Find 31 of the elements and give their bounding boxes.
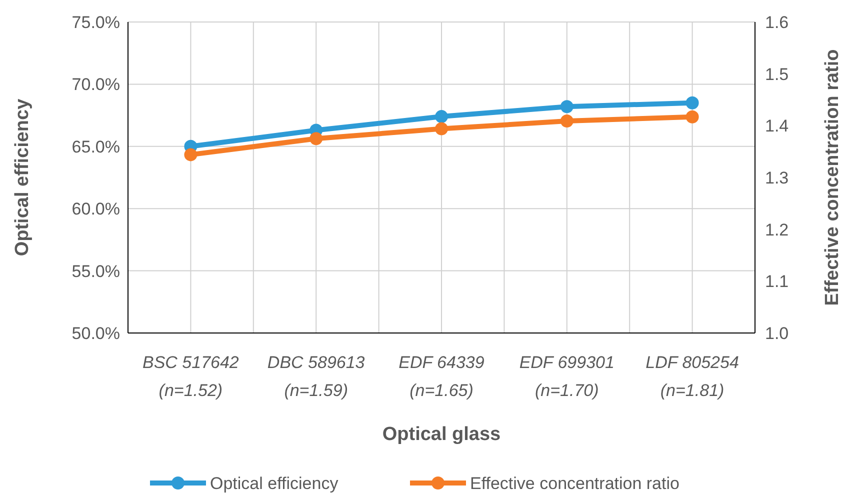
x-tick-label: EDF 64339 (n=1.65) xyxy=(398,353,485,400)
x-axis-title: Optical glass xyxy=(382,424,501,445)
legend-label: Effective concentration ratio xyxy=(470,474,680,493)
point xyxy=(184,148,198,162)
y2-axis-title: Effective concentration ratio xyxy=(822,49,843,306)
y-tick-label: 75.0% xyxy=(72,12,120,32)
point xyxy=(560,100,574,114)
y2-tick-label: 1.5 xyxy=(765,64,789,84)
point xyxy=(435,110,448,124)
point xyxy=(310,132,323,146)
x-tick-label: BSC 517642 (n=1.52) xyxy=(142,353,240,400)
y-axis-title: Optical efficiency xyxy=(12,98,33,256)
point xyxy=(435,122,448,136)
y-tick-label: 60.0% xyxy=(72,200,120,219)
point xyxy=(686,110,699,124)
legend-label: Optical efficiency xyxy=(210,474,339,493)
y2-tick-label: 1.2 xyxy=(765,220,789,240)
x-tick-label: EDF 699301 (n=1.70) xyxy=(519,353,614,400)
y2-tick-label: 1.4 xyxy=(765,116,789,136)
y-tick-label: 55.0% xyxy=(72,262,120,281)
x-tick-label: DBC 589613 (n=1.59) xyxy=(267,353,366,400)
point xyxy=(686,96,699,110)
y2-tick-label: 1.3 xyxy=(765,168,789,188)
y-tick-label: 50.0% xyxy=(72,324,120,343)
y-tick-label: 65.0% xyxy=(72,137,120,156)
x-tick-label: LDF 805254 (n=1.81) xyxy=(646,353,739,400)
y2-tick-label: 1.0 xyxy=(765,324,789,343)
y2-tick-label: 1.1 xyxy=(765,272,789,292)
y2-tick-label: 1.6 xyxy=(765,12,789,32)
y-tick-label: 70.0% xyxy=(72,75,120,94)
point xyxy=(560,114,574,128)
